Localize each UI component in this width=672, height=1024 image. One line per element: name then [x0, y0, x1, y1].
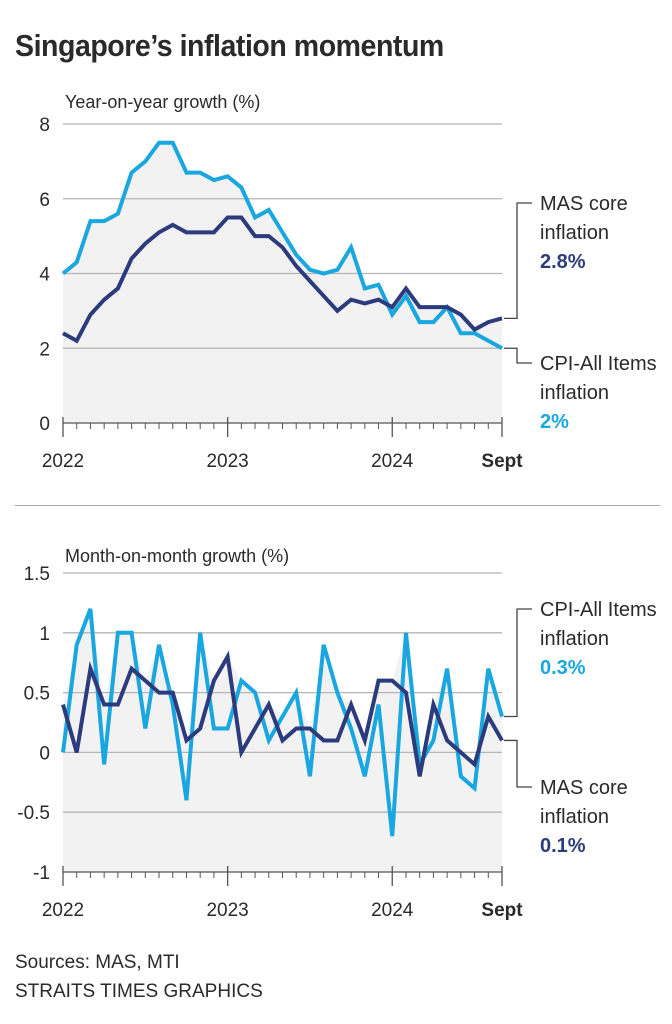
y-tick-label: 6 [39, 190, 50, 211]
x-tick-label: 2024 [371, 900, 414, 921]
credit-line: STRAITS TIMES GRAPHICS [15, 981, 263, 1002]
series-latest-value: 2.8% [540, 251, 586, 273]
x-tick-label: Sept [481, 451, 523, 472]
cpi-all-items-line [61, 608, 504, 837]
y-tick-label: 1.5 [24, 564, 50, 585]
series-label: CPI-All Items [540, 353, 657, 375]
y-tick-label: 8 [39, 115, 50, 136]
y-tick-label: -1 [33, 863, 50, 884]
series-latest-value: 0.1% [540, 835, 586, 857]
y-tick-label: 0.5 [24, 684, 50, 705]
series-label: MAS core [540, 777, 628, 799]
x-tick-label: 2022 [42, 451, 84, 472]
series-label: inflation [540, 806, 609, 828]
label-connector [504, 608, 532, 718]
x-tick-label: 2024 [371, 451, 414, 472]
series-label: inflation [540, 222, 609, 244]
sources-line: Sources: MAS, MTI [15, 952, 180, 973]
label-connector [504, 202, 532, 320]
y-tick-label: 0 [39, 743, 50, 764]
y-axis-title: Month-on-month growth (%) [65, 546, 289, 566]
series-label: inflation [540, 628, 609, 650]
shaded-area [63, 142, 502, 423]
y-tick-label: 2 [39, 339, 50, 360]
series-latest-value: 2% [540, 411, 569, 433]
section-divider [15, 505, 660, 506]
mas-core-line [61, 650, 504, 777]
y-tick-label: -0.5 [17, 803, 50, 824]
chart-title: Singapore’s inflation momentum [15, 28, 444, 63]
x-tick-label: 2022 [42, 900, 84, 921]
y-tick-label: 1 [39, 624, 50, 645]
label-connector [504, 347, 532, 364]
series-label: MAS core [540, 193, 628, 215]
y-tick-label: 0 [39, 414, 50, 435]
x-tick-label: 2023 [206, 900, 248, 921]
y-axis-title: Year-on-year growth (%) [65, 92, 260, 112]
y-tick-label: 4 [39, 265, 50, 286]
sources-note: Sources: MAS, MTI STRAITS TIMES GRAPHICS [15, 948, 263, 1006]
yoy-chart: 0 2 4 6 8 Year-on-year growth (%) 2022 2023 2024… [39, 92, 657, 472]
mas-core-line [62, 215, 503, 344]
x-tick-label: 2023 [206, 451, 248, 472]
series-label: inflation [540, 382, 609, 404]
series-label: CPI-All Items [540, 599, 657, 621]
cpi-all-items-line [61, 140, 503, 351]
x-tick-label: Sept [481, 900, 523, 921]
label-connector [504, 739, 532, 788]
series-latest-value: 0.3% [540, 657, 586, 679]
